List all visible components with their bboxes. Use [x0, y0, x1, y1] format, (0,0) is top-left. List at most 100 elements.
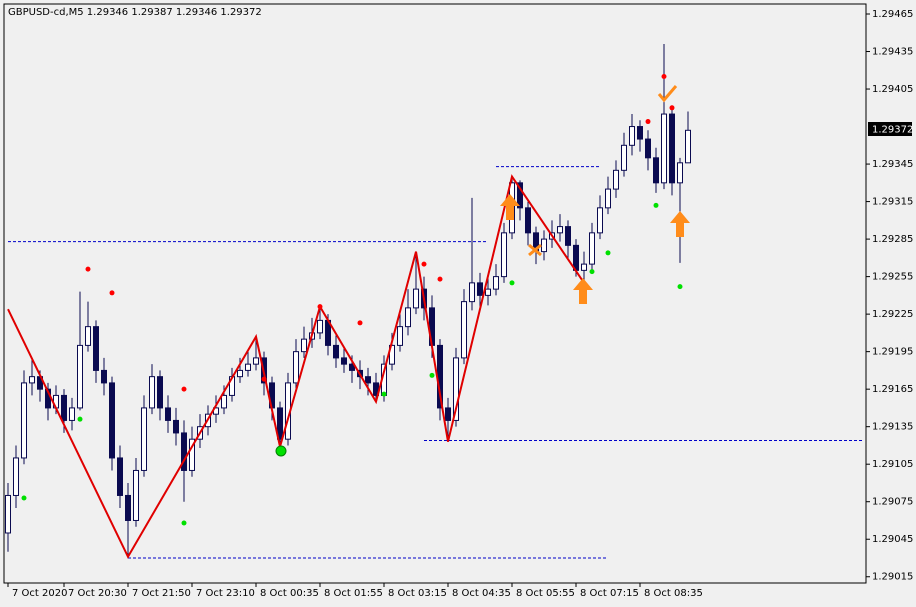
buy-dot — [589, 269, 595, 275]
x-tick-label: 8 Oct 01:55 — [324, 588, 383, 599]
y-tick-label: 1.29015 — [872, 572, 913, 583]
plot — [5, 44, 864, 559]
candle-body — [661, 113, 667, 184]
y-tick-label: 1.29045 — [872, 534, 913, 545]
candle-body — [453, 357, 459, 421]
candle-body — [181, 432, 187, 471]
candle-body — [165, 407, 171, 421]
candle-body — [405, 307, 411, 328]
candle-body — [253, 357, 259, 365]
candle-body — [501, 232, 507, 278]
candle-body — [101, 369, 107, 384]
zigzag-line — [7, 174, 585, 559]
candle-body — [85, 326, 91, 346]
buy-dot — [381, 391, 387, 397]
candle-body — [565, 226, 571, 246]
candle-body — [517, 182, 523, 209]
candle-body — [597, 207, 603, 234]
y-tick-label: 1.29435 — [872, 47, 913, 58]
x-tick-label: 7 Oct 23:10 — [196, 588, 255, 599]
candle-body — [461, 301, 467, 359]
candle-body — [333, 344, 339, 359]
buy-arrow — [573, 278, 593, 304]
candle-body — [445, 407, 451, 421]
candle-body — [69, 407, 75, 421]
candle-body — [13, 457, 19, 496]
candle-body — [157, 376, 163, 409]
y-tick-label: 1.29405 — [872, 84, 913, 95]
candle-body — [21, 382, 27, 459]
candle-body — [397, 326, 403, 346]
buy-circle — [275, 445, 287, 457]
candle-body — [645, 138, 651, 159]
candle-body — [349, 363, 355, 371]
sell-dot — [85, 266, 91, 272]
candle-body — [317, 319, 323, 334]
candle-body — [525, 207, 531, 234]
candle-body — [125, 494, 131, 521]
candle-body — [621, 144, 627, 171]
candle-body — [653, 157, 659, 184]
chart-title: GBPUSD-cd,M5 1.29346 1.29387 1.29346 1.2… — [8, 7, 262, 18]
y-tick-label: 1.29285 — [872, 234, 913, 245]
candle-body — [237, 369, 243, 378]
candle-body — [293, 351, 299, 384]
y-tick-label: 1.29105 — [872, 459, 913, 470]
x-tick-label: 8 Oct 03:15 — [388, 588, 447, 599]
candle-body — [685, 129, 691, 164]
candle-body — [29, 376, 35, 384]
candle-body — [557, 226, 563, 234]
sell-dot — [261, 376, 267, 382]
x-tick-label: 8 Oct 07:15 — [580, 588, 639, 599]
candle-body — [301, 338, 307, 353]
buy-dot — [605, 250, 611, 256]
current-price: 1.29372 — [872, 125, 913, 136]
y-tick-label: 1.29195 — [872, 347, 913, 358]
y-tick-label: 1.29255 — [872, 272, 913, 283]
plot-frame — [3, 3, 867, 584]
exit-cross — [528, 243, 542, 257]
candle-body — [413, 288, 419, 309]
candle-body — [77, 344, 83, 409]
candle-body — [485, 288, 491, 296]
candle-body — [341, 357, 347, 365]
candle-body — [573, 244, 579, 271]
candle-body — [605, 188, 611, 209]
candle-body — [5, 494, 11, 534]
buy-arrow — [500, 194, 520, 220]
candle-body — [173, 419, 179, 434]
sell-dot — [317, 304, 323, 310]
candle-body — [629, 126, 635, 146]
y-tick-label: 1.29225 — [872, 309, 913, 320]
buy-dot — [181, 520, 187, 526]
candle-body — [189, 438, 195, 471]
candle-body — [541, 238, 547, 253]
candle-body — [365, 376, 371, 384]
candle-body — [109, 382, 115, 459]
buy-dot — [509, 280, 515, 286]
buy-dot — [677, 284, 683, 290]
buy-arrow — [670, 211, 690, 237]
candle-body — [221, 394, 227, 409]
x-tick-label: 8 Oct 04:35 — [452, 588, 511, 599]
candle-body — [149, 376, 155, 409]
sell-dot — [437, 276, 443, 282]
signal-arrows — [500, 194, 690, 304]
price-box — [868, 122, 912, 136]
x-tick-label: 7 Oct 20:30 — [68, 588, 127, 599]
x-tick-label: 8 Oct 08:35 — [644, 588, 703, 599]
sell-dot — [661, 74, 667, 80]
y-tick-label: 1.29345 — [872, 159, 913, 170]
x-tick-label: 8 Oct 00:35 — [260, 588, 319, 599]
candle-body — [133, 469, 139, 521]
candle-body — [637, 126, 643, 140]
candle-body — [589, 232, 595, 265]
buy-dot — [653, 202, 659, 208]
candle-body — [477, 282, 483, 296]
buy-dot — [429, 372, 435, 378]
x-tick-label: 7 Oct 2020 — [12, 588, 67, 599]
candle-body — [93, 326, 99, 371]
candle-body — [581, 263, 587, 271]
candle-body — [613, 169, 619, 190]
buy-dot — [77, 416, 83, 422]
